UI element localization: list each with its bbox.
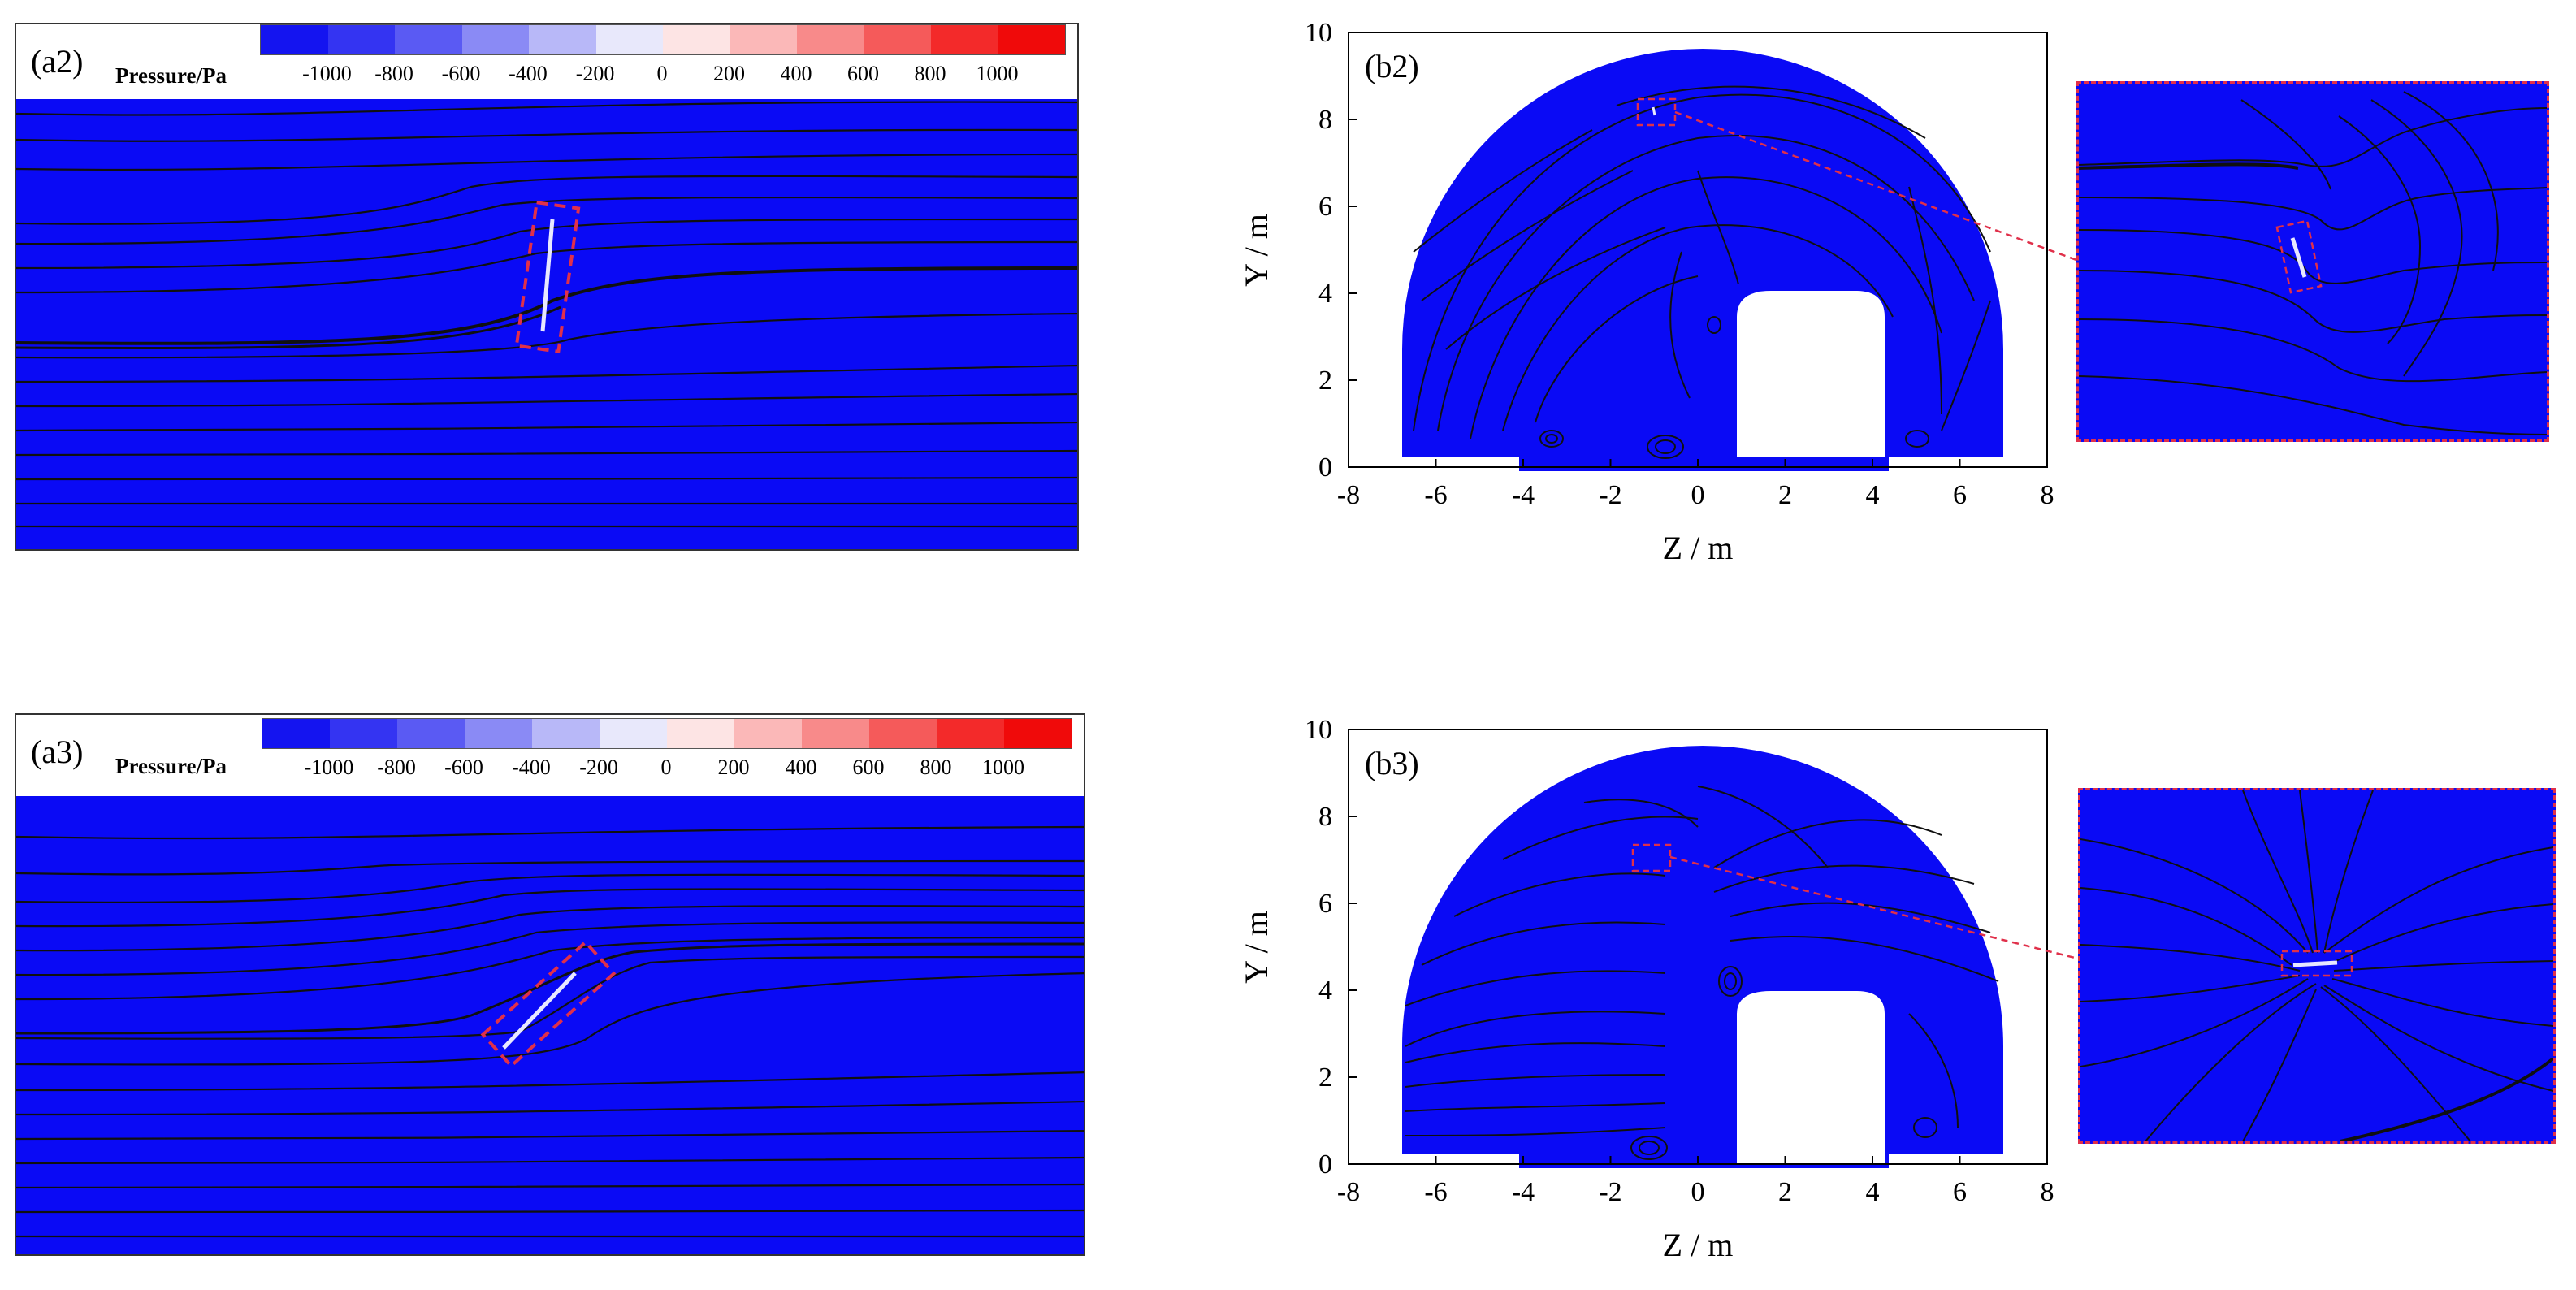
colorbar-ticks-a2: -1000 -800 -600 -400 -200 0 200 400 600 …	[260, 62, 1064, 89]
colorbar-tick: -1000	[304, 755, 354, 779]
x-tick-label: 4	[1866, 480, 1880, 510]
y-tick-label: 0	[1318, 1149, 1332, 1180]
xticks-b3	[1348, 1156, 2048, 1164]
yticks-b2	[1349, 32, 1357, 468]
colorbar-tick: -800	[377, 755, 416, 779]
zoom-inset-b3	[2078, 788, 2556, 1144]
colorbar-tick: -400	[512, 755, 551, 779]
colorbar-tick: 600	[847, 62, 879, 85]
x-tick-label: -2	[1599, 1177, 1621, 1207]
flow-field-a2	[16, 99, 1077, 549]
x-tick-label: -4	[1512, 1177, 1535, 1207]
colorbar-title-a3: Pressure/Pa	[115, 754, 227, 778]
y-tick-label: 8	[1318, 802, 1332, 832]
panel-label-a2: (a2)	[31, 43, 84, 80]
x-tick-label: -6	[1424, 480, 1447, 510]
streamlines-a3	[16, 825, 1084, 1238]
x-tick-label: 0	[1691, 480, 1705, 510]
panel-a3: (a3) Pressure/Pa -1000 -800 -600 -400 -2…	[15, 713, 1085, 1256]
streamlines-a2	[16, 101, 1077, 528]
colorbar-tick: 800	[914, 62, 946, 85]
yticks-b3	[1349, 729, 1357, 1165]
panel-b2: -8 -6 -4 -2 0 2 4 6 8 0 2 4 6 8 10 Z / m…	[1238, 18, 2054, 566]
colorbar-tick: -600	[444, 755, 483, 779]
x-tick-label: 6	[1953, 1177, 1967, 1207]
x-tick-label: 2	[1778, 480, 1792, 510]
xticks-b2	[1348, 459, 2048, 467]
y-tick-label: 10	[1305, 715, 1332, 745]
colorbar-tick: -800	[374, 62, 413, 85]
flow-field-a3	[16, 796, 1084, 1254]
y-tick-label: 10	[1305, 18, 1332, 48]
colorbar-title-a2: Pressure/Pa	[115, 63, 227, 88]
colorbar-tick: 800	[920, 755, 952, 779]
colorbar-tick: 600	[852, 755, 885, 779]
zoom-inset-b2	[2076, 81, 2549, 442]
x-axis-title: Z / m	[1663, 1227, 1734, 1263]
x-tick-label: -8	[1337, 1177, 1360, 1207]
colorbar-tick: -200	[575, 62, 615, 85]
y-axis-title: Y / m	[1238, 214, 1275, 287]
colorbar-tick: -1000	[302, 62, 352, 85]
y-tick-label: 8	[1318, 105, 1332, 135]
colorbar-a3	[262, 718, 1072, 749]
colorbar-tick: -600	[441, 62, 481, 85]
colorbar-tick: 0	[660, 755, 672, 779]
x-tick-label: 8	[2041, 1177, 2054, 1207]
x-axis-title: Z / m	[1663, 530, 1734, 566]
y-tick-label: 2	[1318, 1063, 1332, 1093]
x-tick-label: -8	[1337, 480, 1360, 510]
x-tick-label: -4	[1512, 480, 1535, 510]
panel-a2: (a2) Pressure/Pa -1000 -800 -600 -400 -2…	[15, 23, 1079, 551]
x-tick-label: 2	[1778, 1177, 1792, 1207]
colorbar-tick: 1000	[976, 62, 1019, 85]
panel-label-b3: (b3)	[1365, 745, 1419, 781]
colorbar-tick: 200	[712, 62, 745, 85]
panel-b3: -8 -6 -4 -2 0 2 4 6 8 0 2 4 6 8 10 Z / m…	[1238, 715, 2054, 1263]
y-tick-label: 6	[1318, 192, 1332, 222]
y-axis-title: Y / m	[1238, 911, 1275, 984]
train-body-b2	[1737, 291, 1885, 457]
colorbar-tick: 400	[780, 62, 812, 85]
colorbar-tick: 400	[785, 755, 817, 779]
inset-streamlines-b3	[2080, 790, 2553, 1141]
streamlines-b2	[1413, 85, 1991, 459]
y-tick-label: 4	[1318, 279, 1332, 309]
panel-label-b2: (b2)	[1365, 48, 1419, 84]
colorbar-ticks-a3: -1000 -800 -600 -400 -200 0 200 400 600 …	[262, 755, 1071, 783]
colorbar-a2	[260, 24, 1066, 55]
inset-streamlines-b2	[2079, 91, 2547, 435]
x-tick-label: 4	[1866, 1177, 1880, 1207]
train-body-b3	[1737, 991, 1885, 1164]
colorbar-tick: -400	[509, 62, 548, 85]
y-tick-label: 0	[1318, 452, 1332, 483]
colorbar-tick: 1000	[982, 755, 1025, 779]
colorbar-tick: 0	[656, 62, 668, 85]
streamlines-b3	[1405, 786, 1999, 1160]
x-tick-label: -2	[1599, 480, 1621, 510]
x-tick-label: -6	[1424, 1177, 1447, 1207]
colorbar-tick: -200	[579, 755, 618, 779]
colorbar-tick: 200	[717, 755, 750, 779]
panel-label-a3: (a3)	[31, 734, 84, 770]
x-tick-label: 0	[1691, 1177, 1705, 1207]
y-tick-label: 4	[1318, 976, 1332, 1006]
y-tick-label: 2	[1318, 366, 1332, 396]
y-tick-label: 6	[1318, 889, 1332, 919]
x-tick-label: 6	[1953, 480, 1967, 510]
x-tick-label: 8	[2041, 480, 2054, 510]
